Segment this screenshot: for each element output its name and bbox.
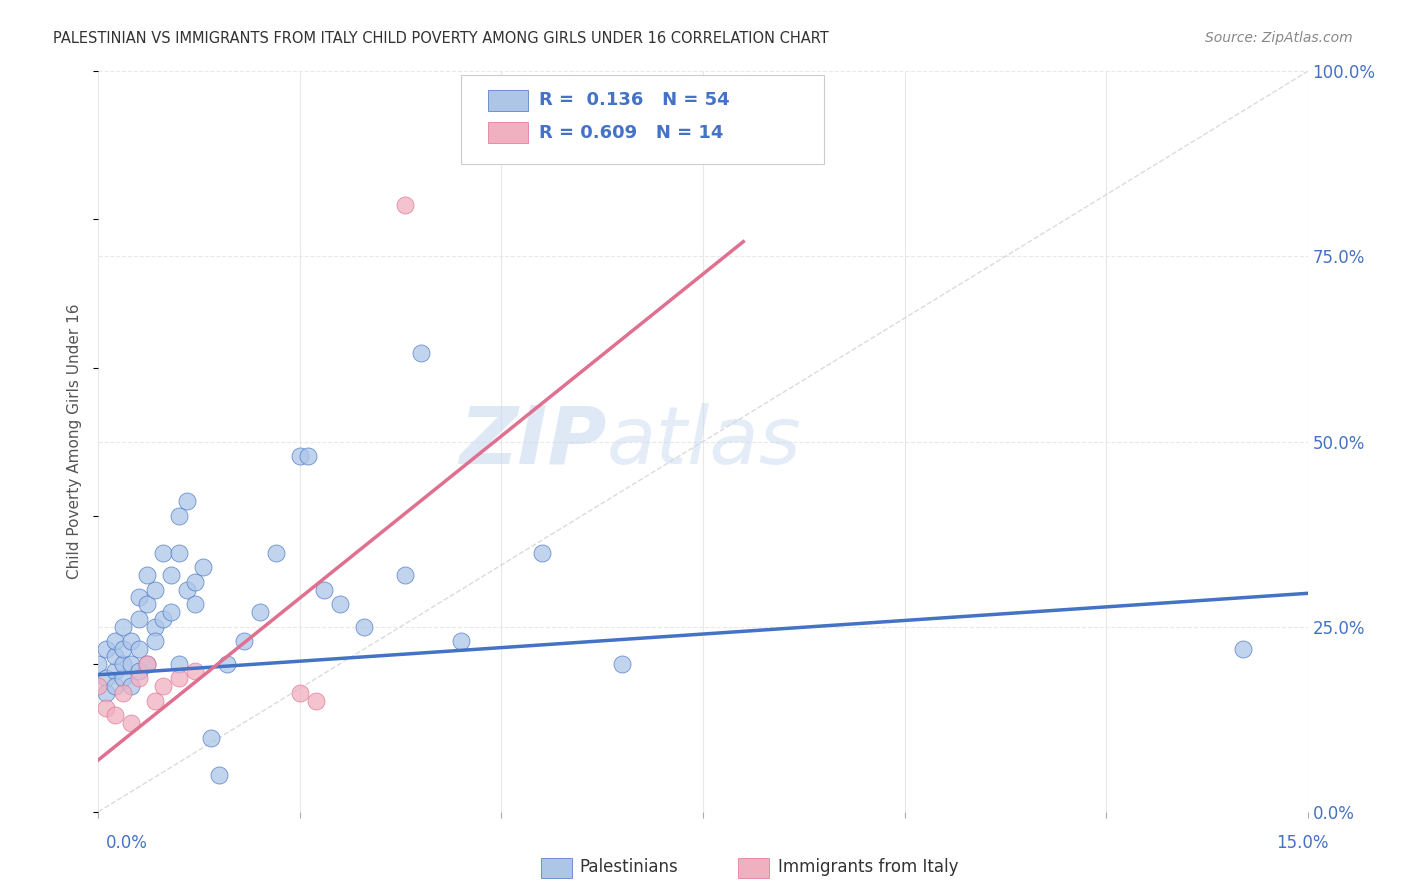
Point [135, 567, 157, 582]
Point [111, 641, 134, 656]
Point [160, 605, 183, 619]
Point [288, 686, 311, 700]
Point [96, 641, 118, 656]
Point [394, 197, 416, 211]
Point [394, 567, 416, 582]
Point [176, 493, 198, 508]
Point [450, 634, 472, 648]
Text: Palestinians: Palestinians [579, 858, 678, 876]
Point [297, 450, 319, 464]
Point [103, 708, 125, 723]
Bar [488, 122, 527, 144]
Point [184, 598, 207, 612]
Point [167, 546, 190, 560]
Point [103, 649, 125, 664]
Point [264, 546, 287, 560]
Point [135, 657, 157, 671]
Point [128, 590, 150, 604]
Point [314, 582, 336, 597]
Point [152, 612, 174, 626]
Text: 0.0%: 0.0% [105, 834, 148, 852]
Text: PALESTINIAN VS IMMIGRANTS FROM ITALY CHILD POVERTY AMONG GIRLS UNDER 16 CORRELAT: PALESTINIAN VS IMMIGRANTS FROM ITALY CHI… [53, 31, 830, 46]
Point [353, 619, 375, 633]
Y-axis label: Child Poverty Among Girls Under 16: Child Poverty Among Girls Under 16 [67, 304, 83, 579]
Point [120, 657, 142, 671]
Point [152, 679, 174, 693]
Bar [488, 90, 527, 111]
Point [135, 657, 157, 671]
Point [87, 679, 110, 693]
Point [103, 634, 125, 648]
Point [128, 664, 150, 678]
Text: 15.0%: 15.0% [1277, 834, 1329, 852]
Text: R = 0.609   N = 14: R = 0.609 N = 14 [538, 124, 723, 142]
Point [143, 694, 166, 708]
Point [120, 715, 142, 730]
Point [612, 657, 634, 671]
Point [128, 641, 150, 656]
Point [111, 619, 134, 633]
Point [143, 582, 166, 597]
Point [329, 598, 352, 612]
Point [120, 634, 142, 648]
Point [152, 546, 174, 560]
Point [530, 546, 553, 560]
Point [111, 657, 134, 671]
Text: Source: ZipAtlas.com: Source: ZipAtlas.com [1205, 31, 1353, 45]
Point [305, 694, 328, 708]
Point [135, 598, 157, 612]
Point [232, 634, 254, 648]
Point [103, 679, 125, 693]
Point [167, 672, 190, 686]
Point [128, 612, 150, 626]
Point [409, 345, 432, 359]
Point [103, 664, 125, 678]
Text: atlas: atlas [606, 402, 801, 481]
Point [96, 701, 118, 715]
Point [193, 560, 215, 574]
Point [143, 619, 166, 633]
Point [184, 575, 207, 590]
Point [249, 605, 271, 619]
Point [128, 672, 150, 686]
Point [143, 634, 166, 648]
Text: ZIP: ZIP [458, 402, 606, 481]
Point [200, 731, 222, 745]
Point [217, 657, 239, 671]
Point [96, 672, 118, 686]
Point [184, 664, 207, 678]
Point [96, 686, 118, 700]
Text: R =  0.136   N = 54: R = 0.136 N = 54 [538, 91, 730, 109]
Point [111, 686, 134, 700]
Point [167, 508, 190, 523]
FancyBboxPatch shape [461, 75, 824, 164]
Point [1232, 641, 1254, 656]
Point [120, 679, 142, 693]
Point [160, 567, 183, 582]
Point [111, 672, 134, 686]
Text: Immigrants from Italy: Immigrants from Italy [778, 858, 957, 876]
Point [167, 657, 190, 671]
Point [208, 767, 231, 781]
Point [87, 657, 110, 671]
Point [176, 582, 198, 597]
Point [288, 450, 311, 464]
